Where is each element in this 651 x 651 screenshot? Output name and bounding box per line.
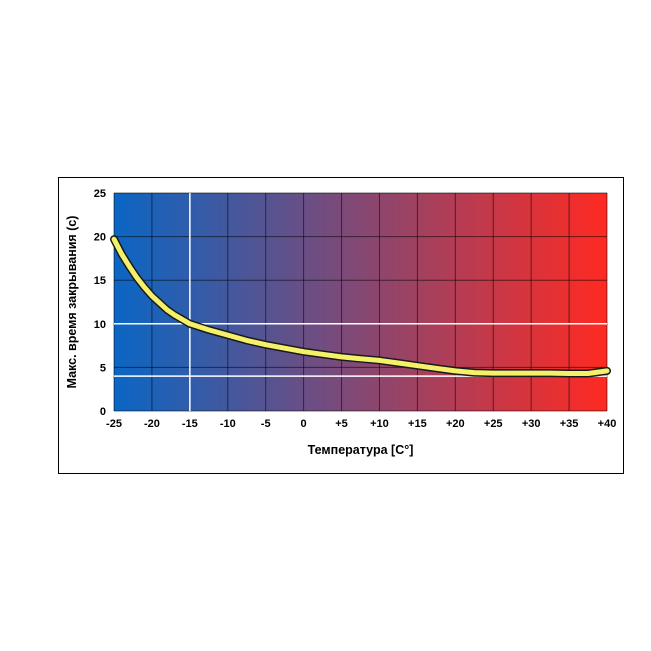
temperature-closing-time-chart: -25 -20 -15 -10 -5 0 +5 +10 +15 +20 +25 +30 +35 +40 0…	[65, 188, 616, 457]
x-tick-label: -25	[106, 418, 122, 430]
x-tick-label: -10	[220, 418, 236, 430]
y-tick-labels: 0 5 10 15 20 25	[94, 188, 106, 418]
x-tick-label: +40	[598, 418, 617, 430]
x-tick-label: +25	[484, 418, 503, 430]
x-tick-label: -20	[144, 418, 160, 430]
x-tick-label: -15	[182, 418, 198, 430]
x-tick-label: -5	[261, 418, 271, 430]
y-tick-label: 15	[94, 275, 106, 287]
plot-background	[114, 193, 607, 411]
x-tick-label: +35	[560, 418, 579, 430]
y-tick-label: 25	[94, 188, 106, 200]
y-tick-label: 10	[94, 319, 106, 331]
y-axis-title: Макс. время закрывания (с)	[65, 216, 79, 389]
y-tick-label: 0	[100, 406, 106, 418]
x-tick-label: +5	[335, 418, 348, 430]
y-tick-label: 5	[100, 362, 106, 374]
x-tick-label: +10	[370, 418, 389, 430]
x-tick-label: +30	[522, 418, 541, 430]
y-tick-label: 20	[94, 232, 106, 244]
x-tick-label: +15	[408, 418, 427, 430]
series-line	[111, 236, 610, 376]
x-tick-label: +20	[446, 418, 465, 430]
x-tick-label: 0	[301, 418, 307, 430]
x-tick-labels: -25 -20 -15 -10 -5 0 +5 +10 +15 +20 +25 +30 +35 +40	[106, 418, 616, 430]
x-axis-title: Температура [C°]	[308, 443, 414, 457]
chart-frame: -25 -20 -15 -10 -5 0 +5 +10 +15 +20 +25 +30 +35 +40 0…	[58, 177, 624, 474]
series-group	[110, 235, 611, 378]
